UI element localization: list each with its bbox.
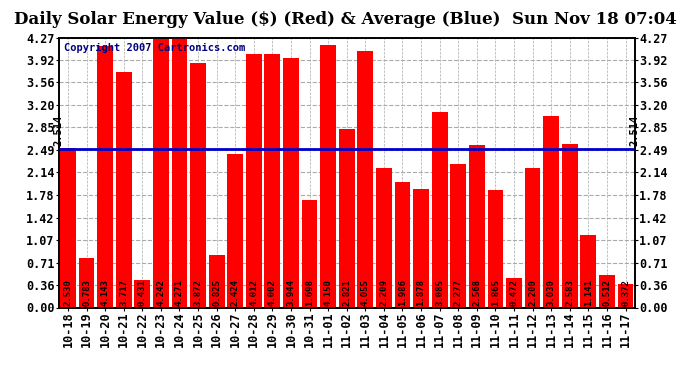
Text: 2.514: 2.514	[630, 115, 640, 146]
Bar	[302, 200, 317, 308]
Bar	[524, 168, 540, 308]
Bar	[190, 63, 206, 308]
Bar	[580, 236, 596, 308]
Bar	[209, 255, 224, 308]
Bar	[395, 182, 411, 308]
Bar	[153, 39, 169, 308]
Text: 3.872: 3.872	[193, 279, 203, 306]
Bar	[227, 154, 243, 308]
Bar	[469, 145, 484, 308]
Text: Daily Solar Energy Value ($) (Red) & Average (Blue)  Sun Nov 18 07:04: Daily Solar Energy Value ($) (Red) & Ave…	[14, 11, 676, 28]
Text: 1.141: 1.141	[584, 279, 593, 306]
Text: 0.783: 0.783	[82, 279, 91, 306]
Bar	[172, 38, 188, 308]
Bar	[562, 144, 578, 308]
Text: 2.514: 2.514	[54, 115, 63, 146]
Bar	[320, 45, 336, 308]
Bar	[376, 168, 392, 308]
Text: 1.878: 1.878	[417, 279, 426, 306]
Bar	[246, 54, 262, 307]
Bar	[599, 275, 615, 308]
Bar	[135, 280, 150, 308]
Text: 2.200: 2.200	[528, 279, 537, 306]
Text: 1.698: 1.698	[305, 279, 314, 306]
Text: 0.431: 0.431	[138, 279, 147, 306]
Text: 2.424: 2.424	[230, 279, 239, 306]
Text: 2.568: 2.568	[473, 279, 482, 306]
Bar	[339, 129, 355, 308]
Text: 1.865: 1.865	[491, 279, 500, 306]
Text: 4.271: 4.271	[175, 279, 184, 306]
Text: 2.277: 2.277	[454, 279, 463, 306]
Bar	[283, 58, 299, 308]
Bar	[488, 190, 503, 308]
Bar	[79, 258, 95, 308]
Text: 0.372: 0.372	[621, 279, 630, 306]
Text: 2.821: 2.821	[342, 279, 351, 306]
Text: 0.825: 0.825	[212, 279, 221, 306]
Bar	[264, 54, 280, 307]
Bar	[451, 164, 466, 308]
Bar	[97, 45, 113, 308]
Bar	[543, 116, 559, 308]
Bar	[506, 278, 522, 308]
Text: 0.472: 0.472	[509, 279, 518, 306]
Text: 2.209: 2.209	[380, 279, 388, 306]
Bar	[116, 72, 132, 308]
Text: 3.085: 3.085	[435, 279, 444, 306]
Text: 1.986: 1.986	[398, 279, 407, 306]
Bar	[432, 112, 448, 308]
Text: Copyright 2007 Cartronics.com: Copyright 2007 Cartronics.com	[64, 43, 246, 53]
Text: 4.012: 4.012	[249, 279, 258, 306]
Text: 4.002: 4.002	[268, 279, 277, 306]
Bar	[60, 147, 76, 308]
Text: 3.030: 3.030	[546, 279, 555, 306]
Text: 3.717: 3.717	[119, 279, 128, 306]
Bar	[357, 51, 373, 308]
Text: 4.150: 4.150	[324, 279, 333, 306]
Text: 2.530: 2.530	[63, 279, 72, 306]
Text: 4.055: 4.055	[361, 279, 370, 306]
Text: 2.583: 2.583	[565, 279, 574, 306]
Text: 3.944: 3.944	[286, 279, 295, 306]
Bar	[413, 189, 429, 308]
Text: 4.143: 4.143	[101, 279, 110, 306]
Text: 0.512: 0.512	[602, 279, 611, 306]
Text: 4.242: 4.242	[157, 279, 166, 306]
Bar	[618, 284, 633, 308]
